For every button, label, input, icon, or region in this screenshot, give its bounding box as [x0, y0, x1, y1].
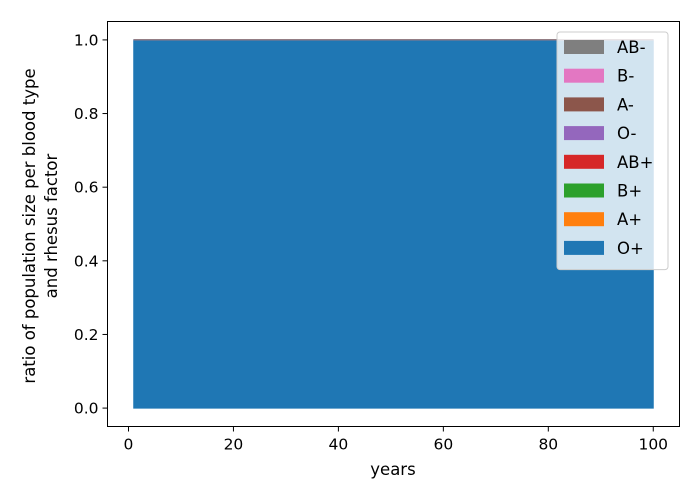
x-tick-label: 100	[638, 436, 668, 454]
x-tick-label: 20	[224, 436, 244, 454]
legend-box	[556, 31, 669, 271]
legend-swatch-b-pos	[564, 183, 604, 198]
legend-swatch-ab-neg	[564, 40, 604, 54]
legend-label-o-neg: O-	[617, 124, 636, 143]
legend-label-b-pos: B+	[617, 182, 642, 201]
x-axis-label: years	[370, 460, 415, 479]
y-tick-label: 0.4	[74, 252, 99, 270]
legend-swatch-a-pos	[564, 212, 604, 227]
legend-label-ab-pos: AB+	[617, 153, 653, 172]
x-tick-label: 80	[538, 436, 558, 454]
y-axis-label-line-2: and rhesus factor	[42, 153, 61, 298]
legend-label-ab-neg: AB-	[617, 38, 646, 57]
legend: AB- B- A- O- AB+ B+ A+ O+	[556, 31, 669, 271]
x-tick-label: 0	[124, 436, 134, 454]
legend-label-b-neg: B-	[617, 67, 634, 86]
y-tick-label: 1.0	[74, 31, 99, 49]
plot-frame	[107, 21, 680, 427]
y-axis-ticks: 0.0 0.2 0.4 0.6 0.8 1.0	[74, 31, 108, 418]
legend-swatch-o-neg	[564, 126, 604, 141]
legend-label-a-pos: A+	[617, 210, 642, 229]
y-tick-label: 0.0	[74, 400, 99, 418]
legend-swatch-o-pos	[564, 240, 604, 255]
y-axis-label-line-1: ratio of population size per blood type	[20, 68, 39, 383]
legend-swatch-ab-pos	[564, 154, 604, 169]
legend-label-a-neg: A-	[617, 95, 634, 114]
legend-label-o-pos: O+	[617, 239, 644, 258]
y-tick-label: 0.2	[74, 326, 99, 344]
y-tick-label: 0.8	[74, 105, 99, 123]
x-axis-ticks: 0 20 40 60 80 100	[124, 426, 668, 454]
x-tick-label: 60	[433, 436, 453, 454]
area-series-group	[133, 39, 654, 409]
legend-swatch-a-neg	[564, 97, 604, 112]
legend-swatch-b-neg	[564, 68, 604, 83]
x-tick-label: 40	[329, 436, 349, 454]
y-tick-label: 0.6	[74, 179, 99, 197]
